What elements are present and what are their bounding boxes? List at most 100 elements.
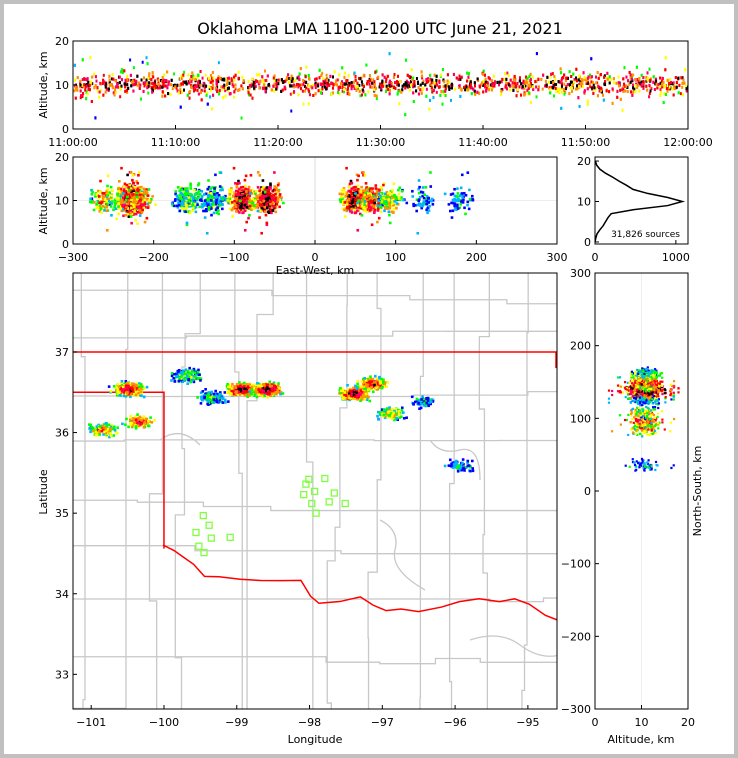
lightning-source	[524, 84, 527, 88]
lightning-source	[680, 76, 683, 80]
lightning-source	[202, 209, 205, 213]
lightning-source	[659, 93, 662, 97]
lightning-source	[196, 203, 199, 206]
lightning-source	[247, 86, 250, 90]
lightning-source	[210, 207, 213, 210]
lightning-source	[522, 84, 525, 88]
lightning-source	[326, 78, 329, 82]
lightning-source	[282, 80, 285, 84]
lightning-source	[648, 67, 651, 71]
lightning-source	[347, 74, 350, 78]
lightning-source	[350, 195, 354, 199]
lightning-source	[344, 207, 348, 210]
lightning-source	[265, 202, 268, 206]
lightning-source	[116, 82, 119, 86]
lightning-source	[378, 85, 381, 89]
lightning-source	[114, 79, 117, 83]
lightning-source	[161, 94, 164, 98]
lightning-source	[380, 186, 383, 189]
lightning-source	[269, 194, 273, 198]
lightning-source	[672, 81, 675, 85]
lightning-source	[404, 113, 407, 117]
lightning-source	[210, 73, 213, 77]
lightning-source	[206, 102, 209, 106]
lightning-source	[81, 95, 84, 99]
lightning-source	[365, 195, 369, 199]
lightning-source	[211, 86, 214, 90]
lightning-source	[356, 184, 360, 188]
lightning-source	[267, 210, 270, 214]
lightning-source	[385, 80, 388, 84]
lightning-source	[535, 79, 538, 83]
lightning-source	[229, 190, 232, 194]
lightning-source	[518, 76, 521, 80]
lightning-source	[373, 80, 376, 84]
lightning-source	[222, 195, 226, 199]
lightning-source	[226, 199, 230, 202]
lightning-source	[634, 90, 637, 94]
lightning-source	[212, 211, 216, 215]
lightning-source	[388, 206, 392, 210]
lightning-source	[250, 83, 253, 87]
lightning-source	[237, 76, 240, 80]
lightning-source	[144, 205, 147, 209]
lightning-source	[520, 93, 523, 97]
lightning-source	[214, 86, 217, 90]
lightning-source	[351, 191, 355, 195]
lightning-source	[121, 193, 124, 197]
lightning-source	[198, 198, 202, 202]
lightning-source	[361, 202, 364, 205]
lightning-source	[213, 188, 216, 192]
lightning-source	[241, 87, 244, 91]
lightning-source	[664, 92, 667, 96]
lightning-source	[76, 88, 79, 92]
lightning-source	[322, 77, 325, 81]
lightning-source	[554, 78, 557, 82]
lightning-source	[290, 84, 293, 88]
lightning-source	[357, 199, 360, 202]
lightning-source	[356, 85, 359, 89]
lightning-source	[428, 107, 431, 111]
lightning-source	[263, 208, 267, 212]
lightning-source	[452, 72, 455, 76]
lightning-source	[647, 76, 650, 80]
lightning-source	[659, 87, 662, 91]
lightning-source	[377, 207, 380, 210]
lightning-source	[96, 89, 99, 93]
lightning-source	[105, 191, 108, 194]
lightning-source	[583, 77, 586, 81]
lightning-source	[132, 182, 136, 185]
lightning-source	[103, 80, 106, 84]
lightning-source	[236, 182, 239, 186]
lightning-source	[370, 203, 374, 207]
lightning-source	[363, 200, 367, 203]
lightning-source	[406, 84, 409, 88]
lightning-source	[216, 201, 220, 204]
lightning-source	[113, 93, 116, 97]
lightning-source	[430, 83, 433, 87]
lightning-source	[99, 179, 102, 183]
lightning-source	[124, 85, 127, 89]
lightning-source	[564, 87, 567, 91]
lightning-source	[249, 93, 252, 97]
lightning-source	[79, 89, 82, 93]
lightning-source	[343, 87, 346, 91]
lightning-source	[135, 192, 139, 195]
lightning-source	[357, 174, 360, 178]
lightning-source	[555, 89, 558, 93]
lightning-source	[130, 198, 133, 202]
lightning-source	[191, 197, 195, 200]
lightning-source	[183, 70, 186, 74]
lightning-source	[243, 203, 247, 207]
lightning-source	[379, 204, 382, 208]
lightning-source	[507, 83, 510, 87]
lightning-source	[182, 88, 185, 92]
lightning-source	[259, 209, 262, 213]
lightning-source	[482, 90, 485, 94]
lightning-source	[186, 190, 189, 193]
lightning-source	[134, 219, 137, 222]
lightning-source	[188, 192, 192, 196]
lightning-source	[227, 89, 230, 93]
lightning-source	[266, 74, 269, 78]
lightning-source	[152, 85, 155, 89]
